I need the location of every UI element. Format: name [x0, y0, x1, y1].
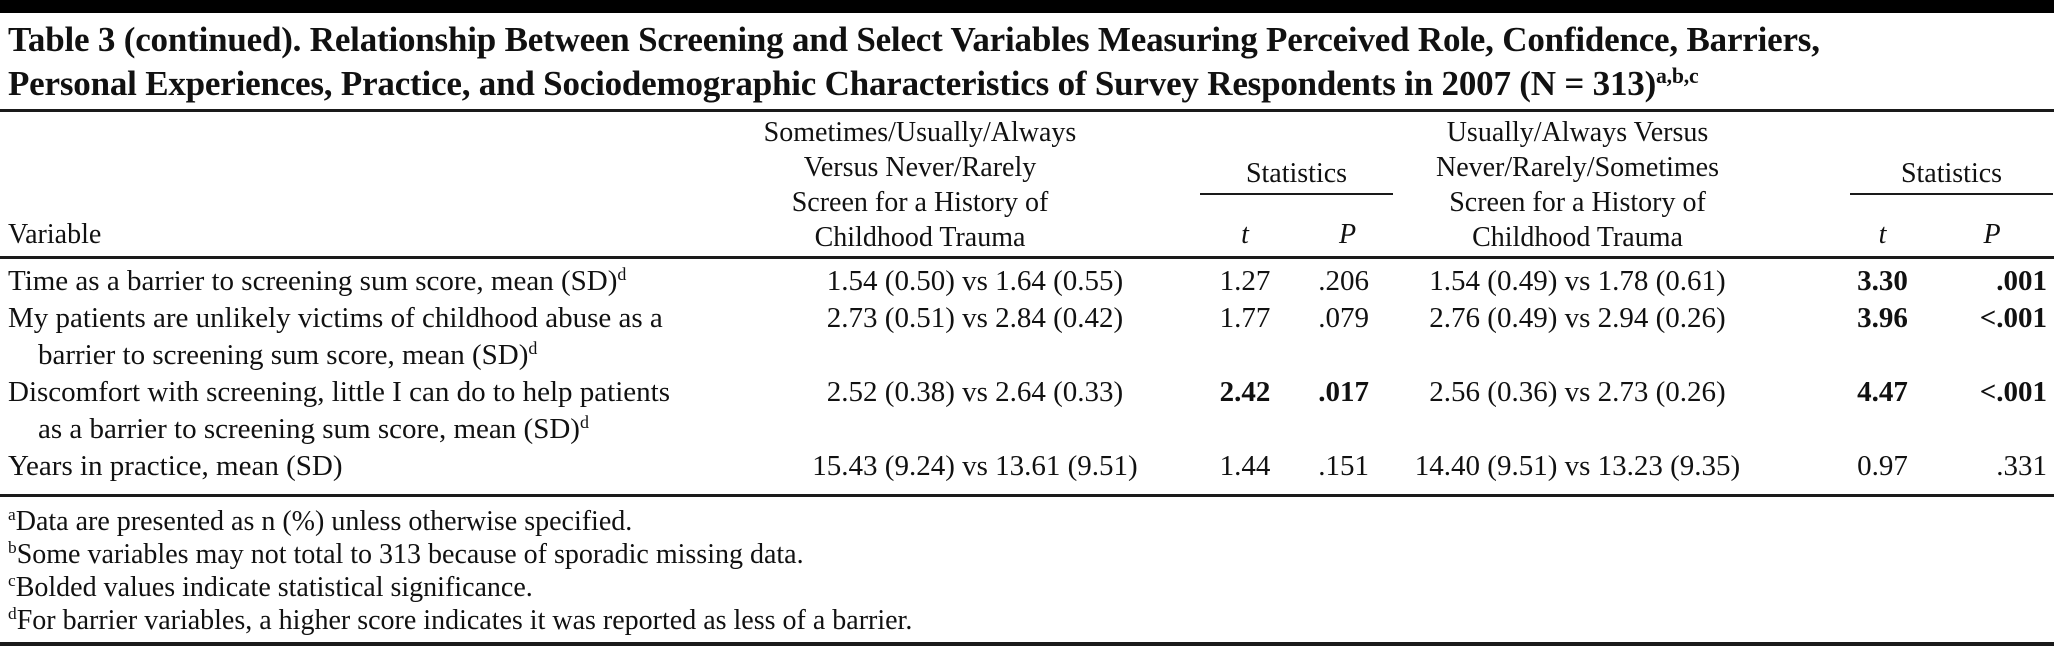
statistics-spanner-2: Statistics t P	[1835, 112, 2054, 256]
footnote-c: cBolded values indicate statistical sign…	[8, 571, 2046, 604]
variable-cell: My patients are unlikely victims of chil…	[0, 300, 760, 374]
comparison2-header-line: Usually/Always Versus	[1446, 117, 1709, 148]
spacer	[1190, 112, 1395, 156]
comparison1-header-line: Sometimes/Usually/Always	[763, 117, 1077, 148]
statistics-label-2: Statistics	[1850, 156, 2053, 195]
footnote-b: bSome variables may not total to 313 bec…	[8, 538, 2046, 571]
footnote-text: For barrier variables, a higher score in…	[16, 605, 913, 636]
comparison2-header-line: Screen for a History of	[1449, 187, 1706, 218]
top-rule-bar	[0, 0, 2054, 13]
comparison1-header-line: Screen for a History of	[791, 187, 1049, 218]
comparison1-header-line: Childhood Trauma	[814, 222, 1026, 253]
variable-text-line2-wrap: barrier to screening sum score, mean (SD…	[8, 337, 760, 374]
footnote-text: Bolded values indicate statistical signi…	[15, 572, 533, 603]
footnote-marker: d	[8, 604, 17, 624]
footnote-d: dFor barrier variables, a higher score i…	[8, 604, 2046, 637]
p1-value: .079	[1318, 302, 1369, 334]
comparison1-value: 15.43 (9.24) vs 13.61 (9.51)	[812, 450, 1138, 482]
t2-value: 3.96	[1857, 302, 1908, 334]
footnote-text: Data are presented as n (%) unless other…	[15, 506, 633, 537]
footnote-marker: d	[579, 412, 589, 433]
comparison1-header-line: Versus Never/Rarely	[803, 152, 1037, 183]
t1-value: 1.27	[1219, 265, 1271, 297]
comparison1-column-header: Sometimes/Usually/Always Versus Never/Ra…	[760, 112, 1190, 256]
p2-value: .331	[1996, 450, 2047, 482]
header-gap	[1760, 112, 1835, 256]
comparison2-value: 2.56 (0.36) vs 2.73 (0.26)	[1429, 376, 1726, 408]
comparison2-value: 2.76 (0.49) vs 2.94 (0.26)	[1429, 302, 1726, 334]
t2-value: 0.97	[1857, 450, 1908, 482]
comparison1-value: 2.52 (0.38) vs 2.64 (0.33)	[826, 376, 1124, 408]
comparison2-header-line: Never/Rarely/Sometimes	[1435, 152, 1720, 183]
variable-text: Time as a barrier to screening sum score…	[8, 265, 618, 297]
header-rule	[0, 256, 2054, 259]
spacer	[1835, 112, 2054, 156]
footnote-marker: a	[8, 505, 16, 525]
p1-value: .206	[1318, 265, 1369, 297]
table-title-footnote-marker: a,b,c	[1656, 64, 1699, 89]
comparison2-value: 1.54 (0.49) vs 1.78 (0.61)	[1429, 265, 1726, 297]
header-row: Variable Sometimes/Usually/Always Versus…	[0, 112, 2054, 256]
t2-value: 4.47	[1857, 376, 1908, 408]
t1-value: 1.77	[1219, 302, 1271, 334]
t-column-header-2: t	[1878, 219, 1887, 250]
footnote-a: aData are presented as n (%) unless othe…	[8, 505, 2046, 538]
p1-value: .017	[1318, 376, 1369, 408]
variable-cell: Time as a barrier to screening sum score…	[0, 263, 760, 300]
comparison2-column-header: Usually/Always Versus Never/Rarely/Somet…	[1395, 112, 1760, 256]
bottom-rule	[0, 642, 2054, 646]
statistics-label-1: Statistics	[1200, 156, 1393, 195]
variable-text: Years in practice, mean (SD)	[8, 450, 343, 482]
variable-text: Discomfort with screening, little I can …	[8, 376, 671, 408]
title-rule	[0, 109, 2054, 112]
variable-text-line2-wrap: as a barrier to screening sum score, mea…	[8, 411, 760, 448]
table-body: Time as a barrier to screening sum score…	[0, 259, 2054, 494]
t-column-header-1: t	[1241, 219, 1249, 250]
variable-text: My patients are unlikely victims of chil…	[8, 302, 663, 334]
comparison2-value: 14.40 (9.51) vs 13.23 (9.35)	[1414, 450, 1741, 482]
variable-cell: Years in practice, mean (SD)	[0, 448, 760, 485]
footnote-marker: b	[8, 538, 17, 558]
variable-column-header: Variable	[8, 219, 102, 250]
footnote-text: Some variables may not total to 313 beca…	[16, 539, 804, 570]
footnote-marker: d	[528, 338, 538, 359]
footnote-marker: c	[8, 571, 16, 591]
t1-value: 1.44	[1219, 450, 1271, 482]
p1-value: .151	[1318, 450, 1369, 482]
p2-value: .001	[1996, 265, 2047, 297]
statistics-spanner-1: Statistics t P	[1190, 112, 1395, 256]
comparison1-value: 1.54 (0.50) vs 1.64 (0.55)	[826, 265, 1124, 297]
t1-value: 2.42	[1219, 376, 1271, 408]
p-column-header-2: P	[1983, 219, 2001, 250]
t2-value: 3.30	[1857, 265, 1908, 297]
table-row-1: Time as a barrier to screening sum score…	[0, 263, 2054, 300]
p2-value: <.001	[1979, 376, 2047, 408]
comparison2-header-line: Childhood Trauma	[1472, 222, 1683, 253]
table-row-4: Years in practice, mean (SD) 15.43 (9.24…	[0, 448, 2054, 485]
table-title: Table 3 (continued). Relationship Betwee…	[0, 13, 2054, 109]
comparison1-value: 2.73 (0.51) vs 2.84 (0.42)	[826, 302, 1124, 334]
table-row-2: My patients are unlikely victims of chil…	[0, 300, 2054, 374]
footnotes: aData are presented as n (%) unless othe…	[0, 497, 2054, 642]
variable-text: as a barrier to screening sum score, mea…	[38, 413, 580, 445]
footnote-marker: d	[617, 264, 627, 285]
variable-text: barrier to screening sum score, mean (SD…	[38, 339, 529, 371]
table-row-3: Discomfort with screening, little I can …	[0, 374, 2054, 448]
table-title-line2: Personal Experiences, Practice, and Soci…	[8, 64, 1657, 103]
footnotes-rule	[0, 494, 2054, 497]
p2-value: <.001	[1979, 302, 2047, 334]
statistics-subheaders-1: t P	[1190, 217, 1395, 256]
p-column-header-1: P	[1338, 219, 1357, 250]
variable-cell: Discomfort with screening, little I can …	[0, 374, 760, 448]
table-title-line1: Table 3 (continued). Relationship Betwee…	[8, 20, 1820, 59]
statistics-subheaders-2: t P	[1835, 217, 2054, 256]
